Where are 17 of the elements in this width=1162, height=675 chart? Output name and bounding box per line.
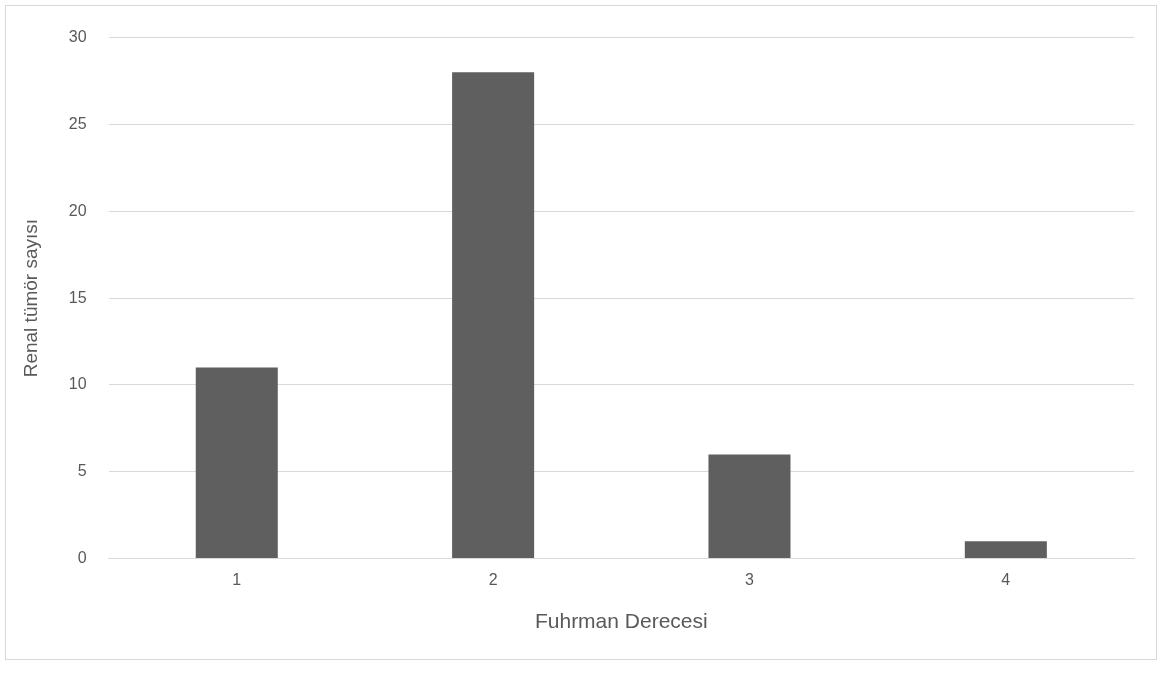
x-tick-label: 2 [488, 570, 498, 588]
y-tick-label: 25 [68, 114, 87, 132]
y-tick-label: 5 [77, 462, 87, 480]
bar [452, 72, 535, 559]
y-tick-label: 20 [68, 201, 87, 219]
y-tick-label: 15 [68, 288, 87, 306]
x-axis-title: Fuhrman Derecesi [534, 609, 708, 633]
y-axis-title: Renal tümör sayısı [19, 218, 41, 378]
y-tick-label: 10 [68, 375, 87, 393]
y-tick-label: 30 [68, 28, 87, 46]
bar [964, 541, 1047, 559]
bar [708, 454, 791, 559]
x-tick-label: 1 [232, 570, 242, 588]
bar [195, 367, 278, 559]
y-tick-label: 0 [77, 549, 87, 567]
x-tick-label: 3 [745, 570, 755, 588]
x-tick-label: 4 [1001, 570, 1011, 588]
